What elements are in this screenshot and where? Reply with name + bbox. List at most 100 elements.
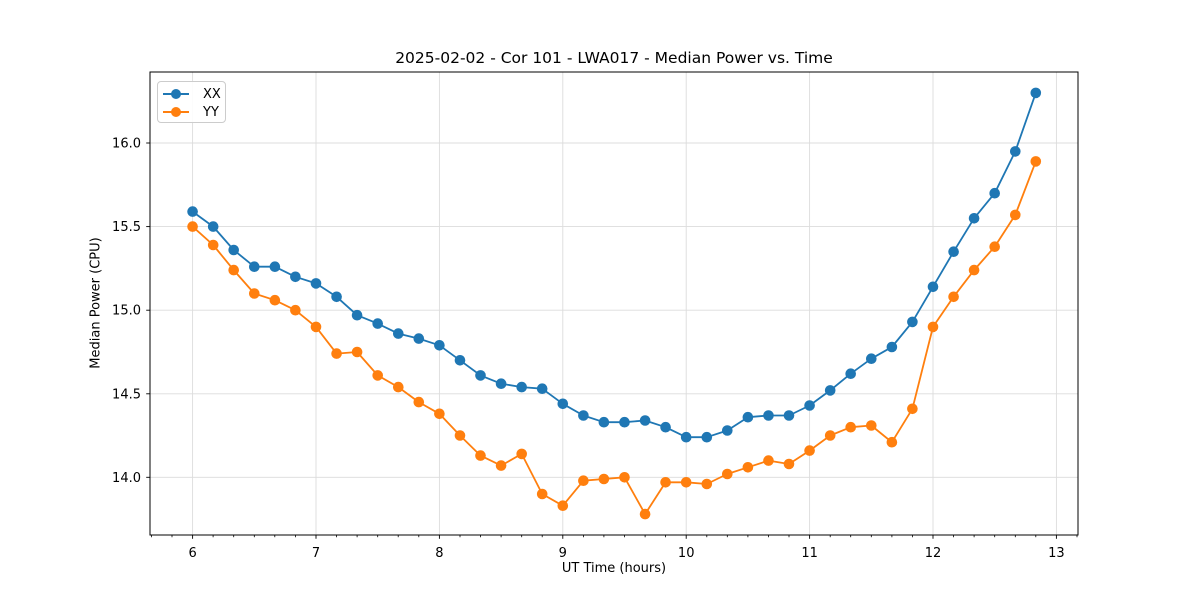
data-point-yy bbox=[454, 430, 466, 441]
data-point-xx bbox=[475, 370, 486, 381]
data-point-xx bbox=[536, 383, 548, 395]
data-point-yy bbox=[290, 304, 301, 316]
legend-item-yy: YY bbox=[163, 103, 225, 121]
data-point-xx bbox=[207, 221, 219, 232]
data-point-yy bbox=[516, 448, 527, 460]
series-line-yy bbox=[191, 160, 1037, 515]
y-tick-label: 16.0 bbox=[112, 137, 141, 152]
data-point-xx bbox=[968, 213, 980, 224]
data-point-yy bbox=[845, 421, 856, 433]
data-point-xx bbox=[845, 368, 856, 380]
data-point-yy bbox=[742, 462, 754, 473]
data-point-yy bbox=[989, 241, 1000, 252]
data-point-xx bbox=[639, 415, 651, 426]
y-axis-ticks: 14.0 14.5 15.0 15.5 16.0 bbox=[112, 137, 150, 486]
legend: XX YY bbox=[157, 81, 226, 123]
data-point-xx bbox=[701, 431, 713, 443]
data-point-xx bbox=[434, 340, 445, 351]
data-point-xx bbox=[1010, 146, 1021, 157]
data-point-xx bbox=[763, 410, 774, 421]
series-line-xx bbox=[191, 92, 1037, 439]
legend-item-xx: XX bbox=[163, 85, 225, 103]
legend-label-yy: YY bbox=[203, 104, 219, 120]
x-tick-label: 6 bbox=[188, 546, 196, 561]
legend-line-marker-sample-xx bbox=[163, 89, 189, 99]
y-axis-label: Median Power (CPU) bbox=[88, 237, 104, 369]
series-xx bbox=[187, 87, 1042, 443]
data-point-yy bbox=[434, 408, 445, 420]
x-tick-label: 11 bbox=[801, 546, 818, 561]
data-point-xx bbox=[886, 341, 898, 353]
y-tick-label: 14.5 bbox=[112, 387, 141, 402]
data-point-yy bbox=[249, 288, 260, 299]
data-point-xx bbox=[228, 244, 239, 256]
data-point-xx bbox=[249, 261, 260, 273]
data-point-yy bbox=[269, 294, 281, 306]
data-point-yy bbox=[907, 403, 918, 415]
data-point-yy bbox=[804, 445, 815, 456]
data-point-xx bbox=[393, 328, 404, 339]
data-point-xx bbox=[557, 398, 569, 410]
data-point-yy bbox=[495, 460, 507, 471]
x-tick-label: 8 bbox=[435, 546, 443, 561]
data-point-xx bbox=[989, 187, 1000, 199]
x-tick-label: 10 bbox=[678, 546, 695, 561]
data-point-xx bbox=[948, 246, 959, 257]
data-point-xx bbox=[660, 421, 671, 433]
grid bbox=[150, 72, 1078, 535]
plot-border bbox=[149, 71, 1079, 536]
data-point-yy bbox=[619, 472, 630, 483]
data-point-yy bbox=[207, 239, 219, 251]
data-point-xx bbox=[598, 416, 610, 428]
data-point-xx bbox=[927, 281, 939, 293]
data-point-xx bbox=[290, 271, 301, 283]
data-point-yy bbox=[187, 221, 198, 232]
data-point-xx bbox=[722, 425, 733, 436]
data-point-yy bbox=[578, 475, 589, 487]
data-point-yy bbox=[536, 488, 548, 500]
data-point-yy bbox=[413, 396, 425, 408]
data-point-xx bbox=[331, 291, 342, 303]
data-point-yy bbox=[598, 473, 610, 485]
data-point-yy bbox=[886, 436, 898, 448]
data-point-xx bbox=[310, 278, 322, 289]
data-point-yy bbox=[660, 477, 671, 488]
x-tick-label: 13 bbox=[1048, 546, 1065, 561]
data-point-xx bbox=[824, 385, 836, 396]
data-point-yy bbox=[1030, 156, 1042, 167]
data-point-yy bbox=[228, 264, 239, 276]
data-point-xx bbox=[866, 353, 877, 365]
y-tick-label: 15.5 bbox=[112, 220, 141, 235]
data-point-xx bbox=[454, 355, 466, 366]
data-point-xx bbox=[351, 309, 363, 321]
series-yy bbox=[187, 156, 1042, 520]
data-point-yy bbox=[701, 478, 713, 490]
data-point-xx bbox=[742, 411, 754, 423]
data-point-yy bbox=[351, 346, 363, 358]
data-point-xx bbox=[619, 416, 630, 428]
data-point-xx bbox=[907, 316, 918, 328]
data-point-xx bbox=[783, 410, 795, 421]
data-point-yy bbox=[722, 468, 733, 480]
data-point-yy bbox=[393, 381, 404, 393]
chart-title: 2025-02-02 - Cor 101 - LWA017 - Median P… bbox=[395, 49, 833, 67]
x-tick-label: 7 bbox=[312, 546, 320, 561]
x-axis-label: UT Time (hours) bbox=[561, 561, 667, 576]
x-tick-label: 12 bbox=[925, 546, 942, 561]
data-point-yy bbox=[927, 321, 939, 333]
data-point-xx bbox=[680, 431, 692, 443]
x-tick-label: 9 bbox=[559, 546, 567, 561]
data-point-xx bbox=[804, 400, 815, 411]
x-axis-ticks: 6 7 8 9 10 11 12 13 bbox=[150, 535, 1078, 561]
data-point-yy bbox=[680, 477, 692, 488]
data-point-yy bbox=[1010, 209, 1021, 221]
data-point-xx bbox=[516, 381, 527, 393]
data-point-yy bbox=[372, 370, 384, 381]
data-point-yy bbox=[783, 458, 795, 470]
data-point-xx bbox=[1030, 87, 1042, 99]
data-point-yy bbox=[763, 455, 774, 466]
data-point-yy bbox=[968, 264, 980, 276]
data-point-yy bbox=[331, 348, 342, 359]
